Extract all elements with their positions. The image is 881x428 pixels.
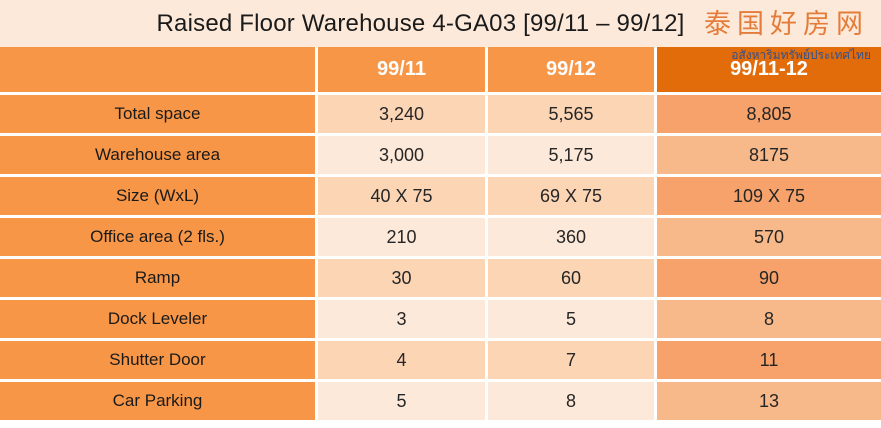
- cell-combined: 8175: [657, 136, 881, 177]
- cell-unit-1: 3,000: [318, 136, 488, 177]
- cell-unit-2: 360: [488, 218, 657, 259]
- cell-unit-1: 3,240: [318, 95, 488, 136]
- cell-unit-2: 5: [488, 300, 657, 341]
- cell-unit-1: 30: [318, 259, 488, 300]
- table-row: Warehouse area 3,000 5,175 8175: [0, 136, 881, 177]
- cell-unit-2: 60: [488, 259, 657, 300]
- row-label: Size (WxL): [0, 177, 318, 218]
- cell-unit-1: 5: [318, 382, 488, 420]
- cell-unit-1: 4: [318, 341, 488, 382]
- cell-unit-1: 3: [318, 300, 488, 341]
- table-row: Total space 3,240 5,565 8,805: [0, 95, 881, 136]
- cell-combined: 90: [657, 259, 881, 300]
- row-label: Ramp: [0, 259, 318, 300]
- table-row: Dock Leveler 3 5 8: [0, 300, 881, 341]
- table-row: Ramp 30 60 90: [0, 259, 881, 300]
- cell-combined: 109 X 75: [657, 177, 881, 218]
- row-label: Shutter Door: [0, 341, 318, 382]
- row-label: Dock Leveler: [0, 300, 318, 341]
- table-row: Office area (2 fls.) 210 360 570: [0, 218, 881, 259]
- warehouse-spec-table: 99/11 99/12 99/11-12 Total space 3,240 5…: [0, 47, 881, 420]
- cell-unit-2: 5,175: [488, 136, 657, 177]
- cell-unit-1: 210: [318, 218, 488, 259]
- row-label: Office area (2 fls.): [0, 218, 318, 259]
- cell-combined: 570: [657, 218, 881, 259]
- cell-unit-2: 8: [488, 382, 657, 420]
- cell-unit-2: 5,565: [488, 95, 657, 136]
- header-combined: 99/11-12: [657, 47, 881, 95]
- header-unit-2: 99/12: [488, 47, 657, 95]
- table-row: Car Parking 5 8 13: [0, 382, 881, 420]
- cell-combined: 8,805: [657, 95, 881, 136]
- cell-unit-2: 7: [488, 341, 657, 382]
- page-title: Raised Floor Warehouse 4-GA03 [99/11 – 9…: [156, 9, 685, 37]
- cell-unit-2: 69 X 75: [488, 177, 657, 218]
- table-row: Size (WxL) 40 X 75 69 X 75 109 X 75: [0, 177, 881, 218]
- row-label: Car Parking: [0, 382, 318, 420]
- cell-unit-1: 40 X 75: [318, 177, 488, 218]
- cell-combined: 11: [657, 341, 881, 382]
- header-blank-cell: [0, 47, 318, 95]
- cell-combined: 8: [657, 300, 881, 341]
- table-row: Shutter Door 4 7 11: [0, 341, 881, 382]
- header-unit-1: 99/11: [318, 47, 488, 95]
- table-header-row: 99/11 99/12 99/11-12: [0, 47, 881, 95]
- title-bar: Raised Floor Warehouse 4-GA03 [99/11 – 9…: [0, 0, 881, 47]
- row-label: Total space: [0, 95, 318, 136]
- row-label: Warehouse area: [0, 136, 318, 177]
- cell-combined: 13: [657, 382, 881, 420]
